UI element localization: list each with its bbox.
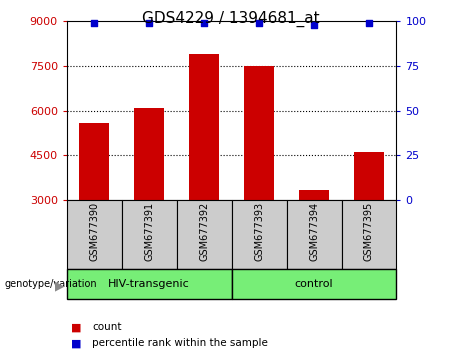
Text: control: control — [295, 279, 333, 289]
Bar — [67, 269, 231, 299]
Text: genotype/variation: genotype/variation — [5, 279, 97, 289]
Point — [365, 20, 372, 26]
Text: GSM677394: GSM677394 — [309, 202, 319, 261]
Text: GSM677395: GSM677395 — [364, 202, 374, 261]
Bar — [354, 152, 384, 200]
Text: ■: ■ — [71, 338, 82, 348]
Point — [91, 20, 98, 26]
Point — [310, 22, 318, 28]
Text: GSM677392: GSM677392 — [199, 202, 209, 261]
Text: HIV-transgenic: HIV-transgenic — [108, 279, 190, 289]
Text: GDS4229 / 1394681_at: GDS4229 / 1394681_at — [142, 11, 319, 27]
Text: ▶: ▶ — [55, 279, 65, 292]
Text: ■: ■ — [71, 322, 82, 332]
Text: count: count — [92, 322, 122, 332]
Bar — [177, 200, 231, 269]
Bar — [122, 200, 177, 269]
Bar — [244, 66, 274, 200]
Text: GSM677391: GSM677391 — [144, 202, 154, 261]
Bar — [231, 269, 396, 299]
Bar — [342, 200, 396, 269]
Bar — [287, 200, 342, 269]
Bar — [79, 122, 109, 200]
Text: GSM677393: GSM677393 — [254, 202, 264, 261]
Text: percentile rank within the sample: percentile rank within the sample — [92, 338, 268, 348]
Bar — [231, 200, 287, 269]
Text: GSM677390: GSM677390 — [89, 202, 99, 261]
Bar — [67, 200, 122, 269]
Bar — [189, 54, 219, 200]
Point — [201, 20, 208, 26]
Bar — [299, 190, 329, 200]
Point — [255, 20, 263, 26]
Bar — [134, 108, 165, 200]
Point — [146, 20, 153, 26]
